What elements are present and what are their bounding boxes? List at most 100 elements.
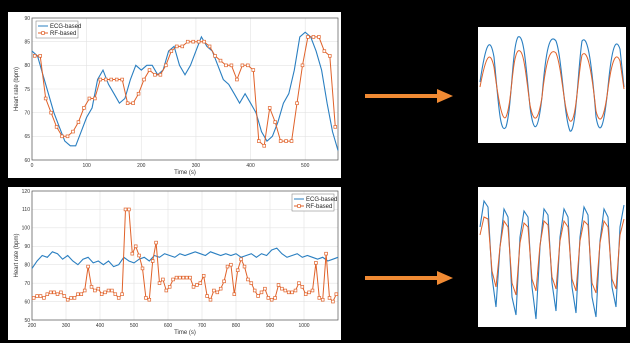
rf-data-point <box>48 290 53 295</box>
rf-data-point <box>207 44 212 49</box>
legend-label: ECG-based <box>50 24 81 30</box>
rf-data-point <box>229 262 233 267</box>
rf-data-point <box>180 44 185 49</box>
rf-data-point <box>69 296 73 300</box>
rf-data-point <box>229 63 234 68</box>
y-axis-label: Heart rate (bpm) <box>14 233 20 277</box>
x-tick-label: 600 <box>164 323 173 329</box>
top-chart-panel: 0 100 200 300 400 500 60 65 70 75 80 85 90 Time (s) He… <box>8 12 341 178</box>
rf-data-point <box>175 44 179 49</box>
x-tick-label: 0 <box>31 163 34 169</box>
x-tick-label: 200 <box>137 163 146 169</box>
rf-data-point <box>293 288 298 293</box>
rf-data-point <box>72 296 77 300</box>
rf-data-point <box>201 274 206 278</box>
rf-data-point <box>136 91 141 96</box>
rf-data-point <box>310 288 315 293</box>
rf-data-point <box>191 39 195 44</box>
rf-data-point <box>38 294 43 298</box>
rf-data-point <box>123 207 128 212</box>
y-tick-label: 60 <box>24 299 30 305</box>
rf-data-point <box>153 73 157 77</box>
rf-data-point <box>96 286 101 291</box>
rf-data-point <box>266 296 271 300</box>
ecg-series-line <box>31 247 339 269</box>
rf-data-point <box>169 49 174 53</box>
rf-data-point <box>328 54 332 58</box>
rf-data-point <box>242 264 247 269</box>
x-tick-label: 200 <box>28 323 37 329</box>
rf-data-point <box>327 296 332 300</box>
x-tick-label: 100 <box>82 163 91 169</box>
rf-data-point <box>71 129 75 134</box>
rf-data-point <box>93 288 97 293</box>
rf-data-point <box>82 106 86 110</box>
rf-data-point <box>55 292 60 296</box>
y-tick-label: 70 <box>24 110 30 116</box>
rf-data-point <box>306 35 310 39</box>
rf-data-point <box>110 288 114 293</box>
rf-data-point <box>164 288 169 293</box>
bottom-waveform-rf-line <box>479 216 625 296</box>
rf-data-point <box>164 63 168 68</box>
rf-data-point <box>249 281 254 285</box>
rf-data-point <box>178 275 182 280</box>
top-heart-rate-chart: 0 100 200 300 400 500 60 65 70 75 80 85 90 Time (s) He… <box>14 16 339 176</box>
y-tick-label: 80 <box>24 263 30 269</box>
rf-data-point <box>300 63 305 68</box>
y-tick-label: 100 <box>22 226 31 232</box>
rf-data-point <box>133 244 138 249</box>
rf-data-point <box>185 39 190 44</box>
rf-data-point <box>246 277 250 282</box>
y-tick-label: 75 <box>24 87 30 93</box>
rf-data-point <box>43 96 48 101</box>
y-axis-label: Heart rate (bpm) <box>14 67 20 111</box>
rf-data-point <box>239 257 243 261</box>
rf-data-point <box>76 120 81 124</box>
rf-data-point <box>144 296 148 300</box>
rf-data-point <box>280 286 284 291</box>
y-tick-label: 85 <box>24 39 30 45</box>
rf-data-point <box>147 297 152 302</box>
rf-data-point <box>60 134 64 139</box>
rf-data-point <box>215 290 220 295</box>
top-waveform-panel <box>478 27 626 143</box>
rf-data-point <box>109 77 113 82</box>
rf-data-point <box>290 290 294 295</box>
legend-label: ECG-based <box>306 197 337 203</box>
rf-data-point <box>130 251 135 256</box>
bottom-heart-rate-chart: 200 300 400 500 600 700 800 900 1000 50 60 70 80 90 10… <box>14 189 339 336</box>
rf-data-point <box>65 297 70 302</box>
rf-data-point <box>320 297 325 302</box>
rf-data-point <box>273 120 277 124</box>
rf-data-point <box>86 264 90 269</box>
y-tick-label: 70 <box>24 281 30 287</box>
rf-data-point <box>125 101 130 105</box>
rf-data-point <box>232 292 237 296</box>
rf-data-point <box>324 251 328 256</box>
rf-data-point <box>87 96 92 101</box>
plot-frame <box>31 190 339 321</box>
rf-data-point <box>89 285 94 289</box>
rf-data-point <box>116 296 121 300</box>
rf-data-point <box>278 139 283 143</box>
rf-data-point <box>314 261 318 265</box>
rf-data-point <box>99 292 104 296</box>
rf-data-point <box>218 58 223 63</box>
x-tick-label: 900 <box>266 323 275 329</box>
y-tick-label: 90 <box>24 244 30 250</box>
rf-data-point <box>212 288 216 293</box>
legend-box <box>291 193 335 212</box>
rf-data-point <box>52 290 56 295</box>
rf-data-point <box>188 275 192 280</box>
rf-data-point <box>208 297 213 302</box>
rf-data-point <box>93 96 97 101</box>
rf-data-point <box>269 297 274 302</box>
rf-data-point <box>205 294 209 298</box>
bottom-waveform-panel <box>478 187 626 327</box>
ecg-series-line <box>31 31 339 151</box>
rf-data-point <box>297 281 301 285</box>
rf-data-point <box>322 49 327 53</box>
rf-data-point <box>289 139 294 143</box>
rf-data-point <box>114 77 119 82</box>
